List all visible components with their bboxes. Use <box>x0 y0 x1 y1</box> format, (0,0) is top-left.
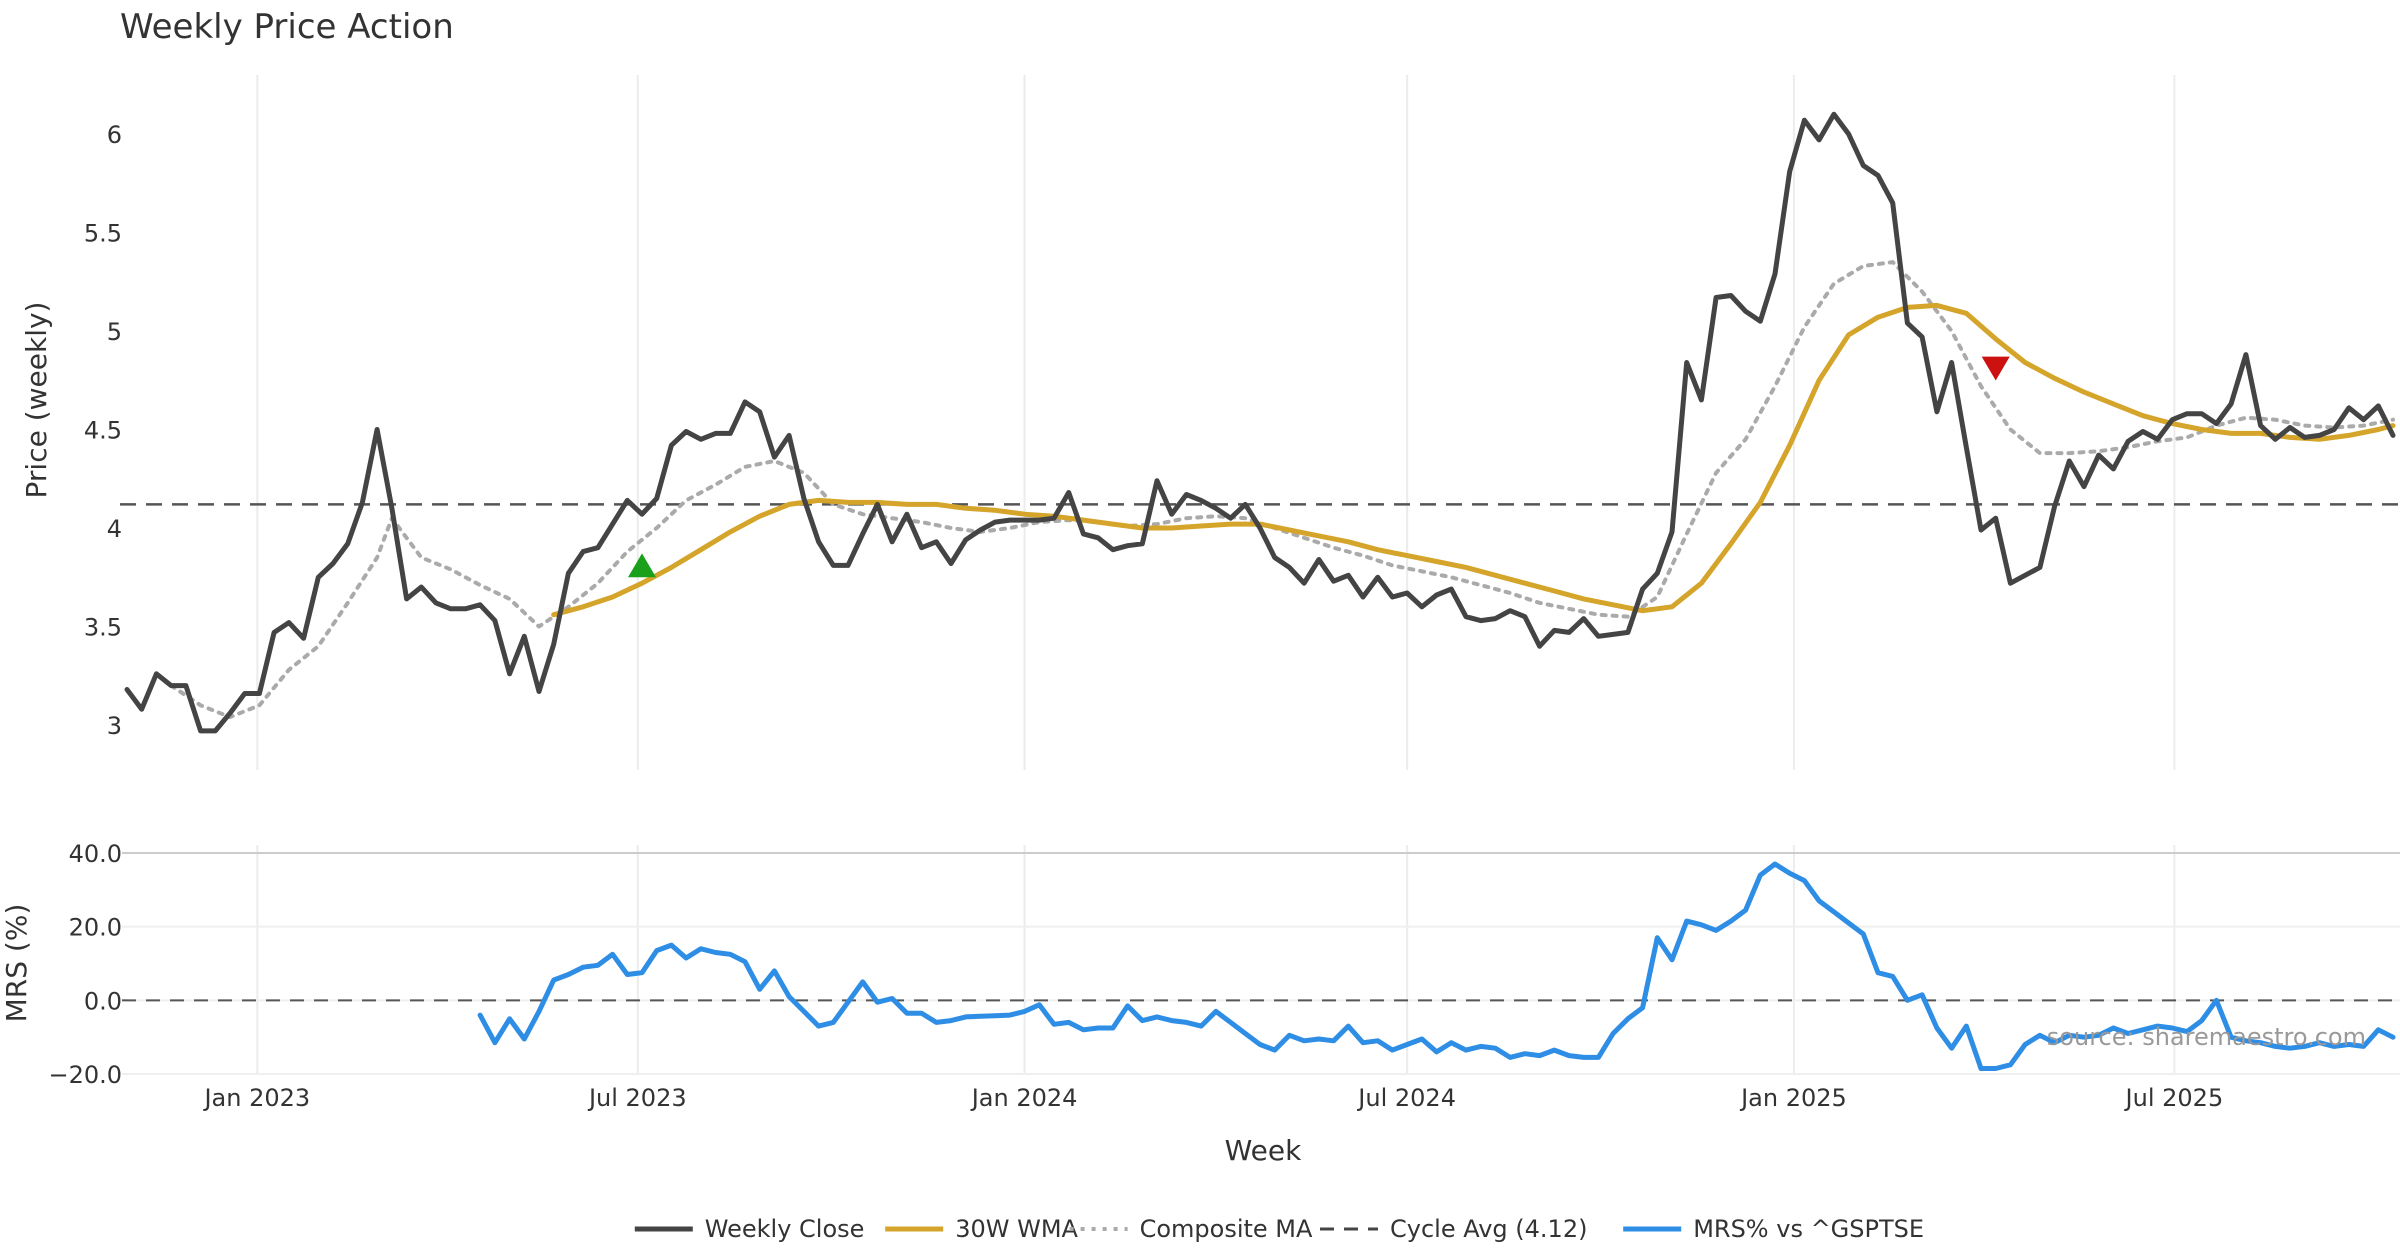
price-y-tick-label: 4.5 <box>84 417 122 445</box>
price-y-tick-label: 3 <box>107 712 122 740</box>
mrs-y-tick-label: 0.0 <box>84 987 122 1015</box>
legend-item: Composite MA <box>1069 1215 1313 1243</box>
x-axis-label: Week <box>1225 1134 1302 1167</box>
price-series-group <box>124 111 2396 734</box>
legend-label: Composite MA <box>1140 1215 1313 1243</box>
mrs-gridlines <box>122 845 2400 1075</box>
legend-label: Weekly Close <box>705 1215 865 1243</box>
weekly-close-line <box>124 111 2396 734</box>
price-y-tick-label: 5.5 <box>84 220 122 248</box>
price-y-tick-label: 4 <box>107 515 122 543</box>
mrs-y-ticks: 40.0 20.0 0.0 −20.0 <box>48 840 122 1089</box>
legend-item: MRS% vs ^GSPTSE <box>1623 1215 1924 1243</box>
x-tick-label: Jan 2023 <box>202 1084 310 1112</box>
x-tick-label: Jul 2025 <box>2124 1084 2224 1112</box>
price-y-tick-label: 5 <box>107 318 122 346</box>
x-tick-label: Jan 2025 <box>1739 1084 1847 1112</box>
x-tick-label: Jul 2023 <box>587 1084 687 1112</box>
legend-item: Weekly Close <box>634 1215 865 1243</box>
legend-label: MRS% vs ^GSPTSE <box>1693 1215 1924 1243</box>
signal-markers <box>628 356 2010 578</box>
mrs-y-tick-label: −20.0 <box>48 1061 122 1089</box>
mrs-series-group <box>477 861 2396 1071</box>
price-y-ticks: 3 3.5 4 4.5 5 5.5 6 <box>84 121 122 740</box>
legend: Weekly Close 30W WMA Composite MA Cycle Avg… <box>634 1215 1924 1243</box>
mrs-panel: 40.0 20.0 0.0 −20.0 MRS (%) source: sharema… <box>0 840 2400 1089</box>
legend-item: 30W WMA <box>885 1215 1079 1243</box>
price-y-tick-label: 3.5 <box>84 614 122 642</box>
chart-title: Weekly Price Action <box>120 7 454 47</box>
legend-label: 30W WMA <box>955 1215 1078 1243</box>
sell-signal-marker <box>1981 356 2010 381</box>
source-note: source: sharemaestro.com <box>2047 1023 2366 1051</box>
x-tick-label: Jan 2024 <box>970 1084 1078 1112</box>
mrs-y-tick-label: 20.0 <box>69 914 122 942</box>
30w-wma-line <box>551 302 2396 618</box>
price-y-axis-label: Price (weekly) <box>20 302 53 499</box>
legend-item: Cycle Avg (4.12) <box>1320 1215 1587 1243</box>
buy-signal-marker <box>628 553 656 578</box>
x-axis-ticks: Jan 2023 Jul 2023 Jan 2024 Jul 2024 Jan 2025… <box>202 1084 2223 1112</box>
mrs-y-axis-label: MRS (%) <box>0 904 33 1023</box>
x-tick-label: Jul 2024 <box>1356 1084 1456 1112</box>
price-y-tick-label: 6 <box>107 121 122 149</box>
price-panel: 3 3.5 4 4.5 5 5.5 6 Price (weekly) <box>20 75 2400 770</box>
mrs-series-line <box>477 861 2396 1071</box>
legend-label: Cycle Avg (4.12) <box>1390 1215 1587 1243</box>
mrs-y-tick-label: 40.0 <box>69 840 122 868</box>
